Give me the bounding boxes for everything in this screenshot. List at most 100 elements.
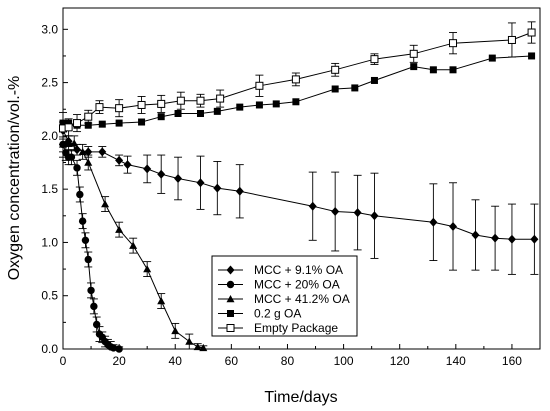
open-square-marker	[255, 81, 264, 90]
open-square-marker	[64, 123, 73, 132]
diamond-marker	[235, 186, 244, 196]
diamond-marker	[449, 221, 458, 231]
circle-marker	[90, 302, 98, 311]
x-tick-label: 140	[446, 354, 466, 368]
open-square-marker	[370, 55, 379, 64]
open-square-marker	[95, 103, 104, 112]
square-marker	[292, 98, 300, 106]
legend-label: MCC + 9.1% OA	[254, 263, 343, 277]
diamond-marker	[530, 234, 539, 244]
square-marker	[84, 121, 92, 129]
open-square-marker	[226, 324, 235, 332]
square-marker	[138, 118, 146, 126]
triangle-marker	[185, 337, 194, 345]
triangle-marker	[193, 342, 202, 351]
square-marker	[331, 85, 339, 93]
open-square-marker	[157, 99, 166, 108]
series-0	[59, 121, 539, 275]
triangle-marker	[101, 200, 110, 208]
y-tick-label: 3.0	[41, 22, 58, 36]
triangle-marker	[143, 265, 152, 273]
diamond-marker	[143, 164, 152, 174]
square-marker	[410, 63, 418, 71]
legend-box	[211, 255, 358, 337]
circle-marker	[87, 286, 95, 295]
triangle-marker	[84, 158, 93, 166]
square-marker	[157, 113, 165, 121]
x-tick-label: 60	[225, 354, 239, 368]
series-line	[62, 144, 120, 350]
open-square-marker	[176, 96, 185, 105]
series-line	[62, 130, 535, 240]
plot-frame	[62, 7, 541, 350]
open-square-marker	[84, 112, 93, 121]
circle-marker	[84, 255, 92, 264]
diamond-marker	[196, 178, 205, 188]
diamond-marker	[213, 183, 222, 193]
diamond-marker	[308, 201, 317, 211]
series-2	[59, 131, 208, 352]
x-tick-label: 120	[390, 354, 410, 368]
square-marker	[98, 120, 106, 128]
square-marker	[449, 66, 457, 74]
x-tick-label: 160	[502, 354, 522, 368]
open-square-marker	[291, 75, 300, 84]
y-tick-label: 0.0	[41, 342, 58, 356]
diamond-marker	[331, 207, 340, 217]
y-tick-label: 2.0	[41, 129, 58, 143]
square-marker	[528, 52, 536, 60]
square-marker	[227, 310, 234, 317]
circle-marker	[73, 164, 81, 172]
x-tick-label: 100	[334, 354, 354, 368]
triangle-marker	[115, 225, 124, 233]
legend-label: MCC + 41.2% OA	[254, 292, 350, 306]
legend-label: MCC + 20% OA	[254, 278, 340, 292]
open-square-marker	[409, 49, 418, 58]
circle-marker	[92, 320, 101, 329]
series-3	[59, 52, 536, 129]
diamond-marker	[491, 233, 500, 243]
triangle-marker	[129, 241, 138, 249]
circle-marker	[81, 236, 90, 245]
open-square-marker	[216, 94, 225, 103]
y-tick-label: 0.5	[41, 289, 58, 303]
x-tick-label: 80	[281, 354, 295, 368]
open-square-marker	[196, 96, 205, 105]
diamond-marker	[471, 230, 480, 240]
y-axis-title: Oxygen concentration/vol.-%	[6, 76, 23, 281]
circle-marker	[78, 217, 87, 225]
circle-marker	[109, 344, 118, 352]
legend-label: 0.2 g OA	[254, 307, 301, 321]
diamond-marker	[157, 169, 166, 179]
square-marker	[488, 54, 496, 62]
x-tick-label: 20	[112, 354, 126, 368]
circle-marker	[67, 153, 76, 161]
series-1	[59, 136, 124, 353]
open-square-marker	[73, 119, 82, 128]
square-marker	[196, 109, 204, 117]
diamond-marker	[353, 208, 362, 218]
diamond-marker	[507, 234, 516, 244]
square-marker	[255, 101, 263, 109]
y-axis: 0.0 0.5 1.0 1.5 2.0 2.5 3.0	[41, 22, 68, 356]
square-marker	[370, 76, 378, 84]
diamond-marker	[115, 155, 124, 165]
diamond-marker	[84, 147, 93, 157]
square-marker	[115, 119, 123, 127]
diamond-marker	[226, 265, 235, 275]
series-4	[59, 21, 536, 145]
circle-marker	[76, 190, 84, 199]
square-marker	[174, 109, 182, 117]
legend-label: Empty Package	[254, 321, 338, 335]
triangle-marker	[78, 147, 87, 156]
open-square-marker	[331, 65, 340, 74]
square-marker	[429, 66, 437, 74]
triangle-marker	[70, 139, 79, 147]
triangle-marker	[171, 326, 180, 335]
triangle-marker	[157, 297, 166, 305]
x-tick-label: 0	[60, 354, 67, 368]
x-tick-label: 40	[169, 354, 183, 368]
square-marker	[236, 103, 244, 111]
open-square-marker	[527, 28, 536, 37]
